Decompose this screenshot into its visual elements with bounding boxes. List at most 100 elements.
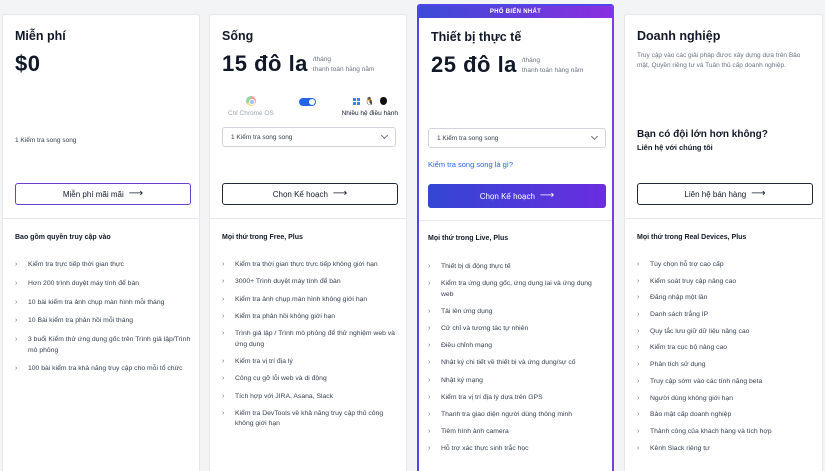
chevron-right-icon: ›: [637, 444, 640, 452]
feature-text: Kiểm tra trực tiếp thời gian thực: [28, 261, 124, 268]
windows-icon: [352, 97, 360, 105]
chevron-right-icon: ›: [222, 278, 225, 286]
feature-text: Kiểm tra DevTools về khả năng truy cập t…: [235, 409, 384, 428]
os-toggle[interactable]: [299, 95, 317, 117]
plan-price: 25 đô la: [431, 52, 517, 77]
plan-description: Truy cập vào các giải pháp được xây dựng…: [637, 52, 801, 69]
list-item: › Kiểm tra DevTools về khả năng truy cập …: [222, 409, 400, 430]
chevron-right-icon: ›: [637, 394, 640, 402]
plan-price: 15 đô la: [222, 51, 308, 76]
feature-text: Kiểm tra phản hồi không giới hạn: [235, 312, 336, 320]
list-item: › Kiểm tra vị trí địa lý: [222, 357, 400, 368]
feature-text: Nhật ký chi tiết về thiết bị và ứng dụng…: [441, 359, 576, 367]
chevron-right-icon: ›: [428, 307, 431, 315]
list-item: › 3 buổi Kiểm thử ứng dụng gốc trên Trình…: [15, 335, 193, 356]
list-item: › Thanh tra giao diện người dùng thông mi…: [428, 410, 606, 421]
divider: [3, 218, 199, 219]
arrow-right-icon: ⟶: [539, 190, 555, 201]
parallel-select[interactable]: 1 Kiểm tra song song: [428, 128, 606, 148]
chevron-right-icon: ›: [428, 359, 431, 367]
feature-text: Điều chỉnh mạng: [441, 342, 493, 350]
list-item: › Hơn 200 trình duyệt máy tính để bàn: [15, 279, 193, 290]
feature-text: Tiêm hình ảnh camera: [441, 428, 509, 436]
per-month: /tháng: [521, 57, 540, 64]
feature-text: Phân tích sử dụng: [650, 361, 706, 369]
chevron-right-icon: ›: [637, 294, 640, 302]
os-multi-label: Nhiều hệ điều hành: [341, 110, 398, 117]
plan-name: Miễn phí: [15, 29, 66, 43]
plan-card-live: Sống 15 đô la /tháng thanh toán hàng năm…: [209, 14, 407, 471]
feature-text: Kiểm tra thời gian thực trực tiếp không …: [235, 261, 378, 268]
list-item: › Thành công của khách hàng và tích hợp: [637, 427, 815, 438]
feature-text: Kiểm soát truy cập nâng cao: [650, 277, 737, 285]
feature-text: 10 Bài kiểm tra phản hồi mỗi tháng: [28, 317, 134, 325]
plan-card-real-devices: PHỔ BIẾN NHẤT Thiết bị thực tế 25 đô la …: [417, 4, 614, 471]
feature-text: Tải lên ứng dụng: [441, 307, 493, 315]
list-item: › Trình giả lập / Trình mô phỏng để thử n…: [222, 329, 400, 350]
list-item: › Truy cập sớm vào các tính năng beta: [637, 377, 815, 388]
list-item: › Kênh Slack riêng tư: [637, 444, 815, 455]
list-item: › Người dùng không giới hạn: [637, 394, 815, 405]
chevron-right-icon: ›: [222, 312, 225, 320]
chevron-right-icon: ›: [428, 280, 431, 288]
list-item: › Đăng nhập một lần: [637, 293, 815, 304]
os-toggle-row: Chỉ Chrome OS 🐧 Nhiều hệ điều hành: [228, 95, 398, 117]
list-item: › Kiểm tra trực tiếp thời gian thực: [15, 260, 193, 271]
free-forever-button[interactable]: Miễn phí mãi mãi ⟶: [15, 183, 191, 205]
chevron-right-icon: ›: [15, 298, 18, 306]
choose-plan-button[interactable]: Chọn Kế hoạch ⟶: [222, 183, 398, 205]
chevron-right-icon: ›: [428, 263, 431, 270]
arrow-right-icon: ⟶: [128, 188, 144, 199]
arrow-right-icon: ⟶: [332, 188, 348, 199]
parallel-select[interactable]: 1 Kiểm tra song song: [222, 127, 396, 147]
billing-note: /tháng thanh toán hàng năm: [522, 56, 583, 76]
list-item: › 3000+ Trình duyệt máy tính để bàn: [222, 277, 400, 288]
feature-text: 3000+ Trình duyệt máy tính để bàn: [235, 278, 341, 286]
list-item: › Thiết bị di động thực tế: [428, 262, 606, 273]
what-is-parallel-link[interactable]: Kiểm tra song song là gì?: [428, 160, 514, 169]
chevron-right-icon: ›: [637, 361, 640, 369]
feature-text: Thanh tra giao diện người dùng thông min…: [441, 411, 573, 418]
chevron-right-icon: ›: [222, 375, 225, 383]
list-item: › 10 bài kiểm tra ảnh chụp màn hình mỗi t…: [15, 298, 193, 309]
chevron-down-icon: [590, 132, 599, 141]
chevron-right-icon: ›: [222, 392, 225, 400]
includes-heading: Mọi thứ trong Real Devices, Plus: [637, 234, 747, 241]
list-item: › Tích hợp với JIRA, Asana, Slack: [222, 392, 400, 403]
os-option-chrome[interactable]: Chỉ Chrome OS: [228, 95, 274, 117]
feature-text: Cử chỉ và tương tác tự nhiên: [441, 325, 529, 333]
chevron-right-icon: ›: [637, 261, 640, 268]
select-value: 1 Kiểm tra song song: [231, 133, 293, 141]
list-item: › Tùy chọn hỗ trợ cao cấp: [637, 260, 815, 271]
os-chrome-label: Chỉ Chrome OS: [228, 110, 274, 117]
feature-text: Tùy chọn hỗ trợ cao cấp: [650, 261, 724, 268]
chevron-right-icon: ›: [222, 357, 225, 365]
per-month: /tháng: [312, 56, 331, 63]
billing-note: /tháng thanh toán hàng năm: [313, 55, 374, 75]
feature-text: Thành công của khách hàng và tích hợp: [650, 427, 772, 435]
apple-icon: [379, 97, 387, 105]
chevron-right-icon: ›: [637, 327, 640, 335]
chevron-right-icon: ›: [15, 261, 18, 268]
list-item: › 100 bài kiểm tra khả năng truy cập cho …: [15, 364, 193, 375]
feature-text: Trình giả lập / Trình mô phỏng để thử ng…: [235, 330, 395, 348]
os-option-multi[interactable]: 🐧 Nhiều hệ điều hành: [341, 95, 398, 118]
list-item: › Công cụ gỡ lỗi web và di động: [222, 374, 400, 385]
list-item: › Kiểm soát truy cập nâng cao: [637, 277, 815, 288]
feature-text: Nhật ký mạng: [441, 376, 483, 384]
feature-list: › Tùy chọn hỗ trợ cao cấp › Kiểm soát truy…: [637, 260, 815, 460]
contact-sales-button[interactable]: Liên hệ bán hàng ⟶: [637, 183, 813, 205]
price-row: 15 đô la /tháng thanh toán hàng năm: [222, 51, 374, 77]
feature-text: Danh sách trắng IP: [650, 311, 709, 319]
list-item: › Tiêm hình ảnh camera: [428, 427, 606, 438]
list-item: › Danh sách trắng IP: [637, 310, 815, 321]
choose-plan-button[interactable]: Chọn Kế hoạch ⟶: [428, 184, 606, 208]
feature-text: 10 bài kiểm tra ảnh chụp màn hình mỗi th…: [28, 298, 165, 306]
chevron-right-icon: ›: [637, 377, 640, 385]
button-label: Chọn Kế hoạch: [272, 189, 328, 199]
feature-text: Tích hợp với JIRA, Asana, Slack: [235, 392, 334, 400]
feature-text: Kiểm tra vị trí địa lý dựa trên GPS: [441, 393, 543, 401]
plan-card-enterprise: Doanh nghiệp Truy cập vào các giải pháp …: [624, 14, 823, 471]
includes-heading: Mọi thứ trong Live, Plus: [428, 235, 509, 242]
billing-period: thanh toán hàng năm: [521, 67, 584, 74]
